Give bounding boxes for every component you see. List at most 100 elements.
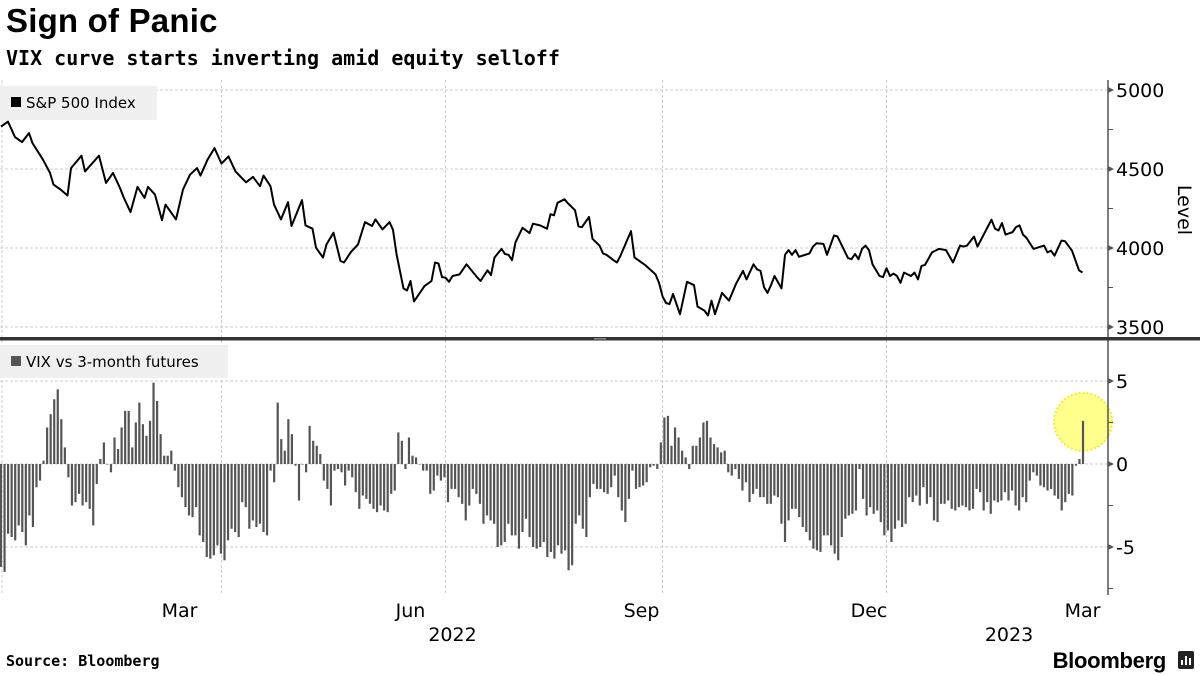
vix-bar — [897, 464, 900, 521]
vix-bar — [35, 464, 38, 488]
vix-bar — [60, 419, 63, 464]
divider-handle[interactable] — [594, 338, 606, 340]
vix-bar — [1032, 464, 1035, 473]
vix-bar — [340, 464, 343, 473]
vix-bar — [407, 437, 411, 464]
vix-bar — [975, 464, 978, 489]
vix-bar — [124, 410, 127, 464]
vix-bar — [617, 464, 620, 498]
vix-bar — [262, 464, 265, 533]
vix-bar — [443, 464, 446, 478]
vix-bar — [911, 464, 914, 503]
vix-bar — [74, 464, 77, 503]
vix-bar — [727, 464, 730, 473]
vix-bar — [1025, 464, 1028, 503]
vix-bar — [670, 445, 673, 464]
vix-bar — [634, 464, 638, 489]
vix-bar — [145, 435, 148, 464]
vix-bar — [383, 464, 386, 511]
vix-bar — [982, 464, 985, 511]
vix-bar — [351, 464, 354, 478]
vix-bar — [507, 464, 510, 524]
vix-bar — [908, 464, 911, 498]
vix-bar — [0, 464, 3, 567]
vix-bar — [326, 464, 329, 489]
vix-bar — [24, 464, 27, 546]
vix-bar — [957, 464, 960, 508]
vix-bar — [372, 464, 375, 509]
vix-bar — [422, 464, 425, 471]
top-ytick-label: 4500 — [1116, 159, 1164, 181]
vix-bar — [546, 464, 549, 557]
vix-bar — [450, 464, 453, 489]
vix-bar — [631, 464, 634, 471]
x-month-label: Mar — [1065, 600, 1101, 622]
vix-bar — [535, 464, 538, 549]
vix-bar — [127, 410, 130, 464]
vix-bar — [28, 464, 31, 516]
vix-bar — [986, 464, 989, 503]
vix-bar — [666, 415, 670, 464]
vix-bar — [148, 420, 152, 464]
vix-bar — [244, 464, 247, 508]
vix-bar — [319, 454, 322, 464]
vix-bar — [922, 464, 925, 488]
vix-bar — [400, 440, 403, 464]
vix-bar — [379, 464, 382, 506]
vix-bar — [627, 464, 631, 499]
vix-bar — [386, 464, 389, 513]
vix-bar — [468, 464, 471, 506]
vix-bar — [844, 464, 847, 519]
vix-bar — [932, 464, 936, 521]
vix-bar — [791, 464, 794, 509]
vix-bar — [446, 464, 450, 503]
vix-bar — [606, 464, 609, 494]
vix-bar — [904, 464, 907, 524]
vix-bar — [847, 464, 850, 516]
vix-bar — [234, 464, 237, 533]
bottom-ytick-mark — [1108, 544, 1114, 550]
vix-bar — [659, 442, 662, 464]
vix-bar — [116, 449, 120, 464]
vix-bar — [418, 464, 421, 465]
x-month-label: Dec — [851, 600, 888, 622]
vix-bar — [42, 460, 45, 464]
vix-bar — [361, 464, 364, 496]
vix-legend-box — [0, 345, 228, 378]
vix-bar — [283, 450, 286, 464]
vix-bar — [851, 464, 854, 514]
vix-bar — [411, 455, 414, 464]
vix-bar — [77, 464, 81, 494]
vix-bar — [890, 464, 893, 543]
vix-bar — [964, 464, 968, 508]
vix-bar — [31, 464, 35, 528]
vix-bar — [684, 457, 687, 464]
vix-bar — [837, 464, 840, 561]
vix-bar — [521, 464, 524, 533]
vix-bar — [17, 464, 20, 526]
vix-bar — [808, 464, 811, 541]
vix-bar — [989, 464, 992, 514]
bloomberg-chart-icon — [1178, 651, 1194, 669]
y-axis-label: Level — [1173, 185, 1195, 235]
vix-bar — [830, 464, 833, 546]
vix-bar — [95, 464, 98, 484]
vix-bar — [723, 450, 726, 464]
vix-bar — [131, 447, 134, 464]
vix-bar — [961, 464, 964, 506]
vix-bar — [439, 464, 442, 481]
vix-bar — [294, 464, 297, 466]
top-ytick-mark — [1108, 324, 1114, 330]
vix-bar — [297, 464, 301, 501]
vix-bar — [223, 464, 226, 561]
vix-bar — [943, 464, 946, 504]
vix-bar — [1042, 464, 1046, 488]
vix-bar — [500, 464, 503, 546]
vix-bar — [915, 464, 918, 496]
vix-bars — [0, 382, 1081, 572]
vix-bar — [1060, 464, 1063, 511]
vix-bar — [766, 464, 769, 504]
vix-bar — [854, 464, 858, 511]
vix-bar — [393, 464, 396, 491]
vix-bar — [503, 464, 506, 543]
